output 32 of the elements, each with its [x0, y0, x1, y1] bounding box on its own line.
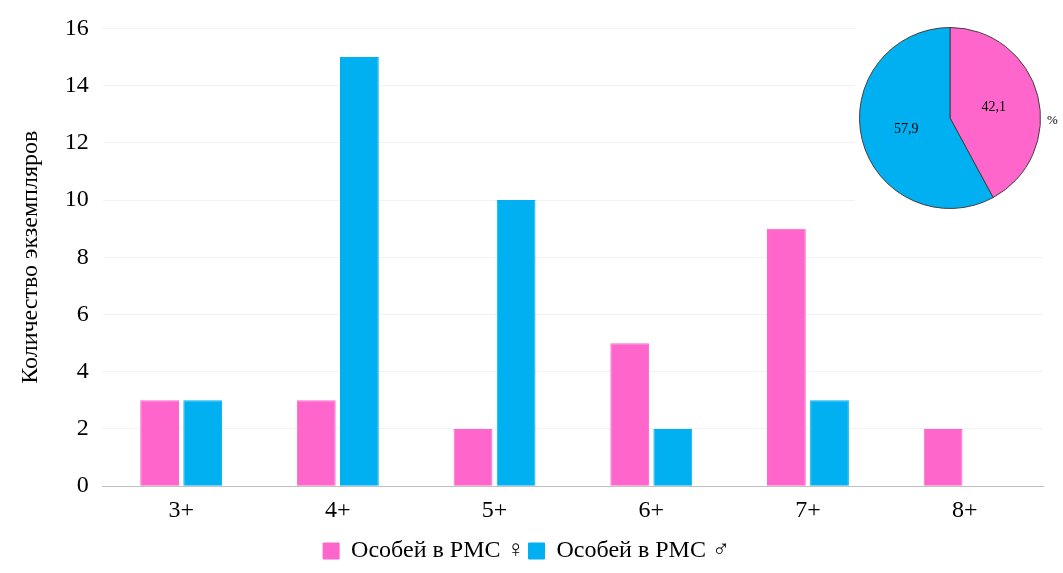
y-tick-label: 4: [76, 357, 89, 384]
x-tick-label: 4+: [325, 495, 351, 522]
y-axis-title: Количество экземпляров: [15, 130, 42, 384]
y-tick-label: 0: [76, 471, 89, 498]
x-tick-label: 3+: [168, 495, 194, 522]
y-tick-label: 10: [64, 185, 89, 212]
bar: [653, 428, 693, 486]
bar: [296, 400, 336, 486]
y-tick-label: 14: [64, 70, 89, 97]
data-label: 57,9: [893, 120, 919, 136]
bar: [183, 400, 223, 486]
data-label: 42,1: [981, 98, 1007, 114]
y-tick-label: 12: [64, 128, 89, 155]
bar: [767, 228, 806, 486]
text: %: [1047, 112, 1058, 128]
bar: [810, 400, 849, 486]
x-tick-label: 5+: [481, 495, 508, 522]
bar: [140, 400, 179, 486]
y-tick-label: 8: [76, 242, 89, 269]
legend-label: Особей в РМС ♂: [556, 536, 730, 563]
y-tick-label: 6: [76, 299, 89, 326]
legend-label: Особей в РМС ♀: [351, 536, 525, 563]
bar: [610, 343, 650, 486]
bar: [496, 200, 536, 486]
x-tick-label: 8+: [951, 495, 978, 522]
y-tick-label: 16: [64, 13, 89, 40]
x-tick-label: 6+: [638, 495, 665, 522]
bar: [453, 428, 493, 486]
bar: [340, 57, 379, 486]
y-tick-label: 2: [76, 414, 89, 441]
bar: [923, 428, 963, 486]
x-tick-label: 7+: [795, 495, 821, 522]
